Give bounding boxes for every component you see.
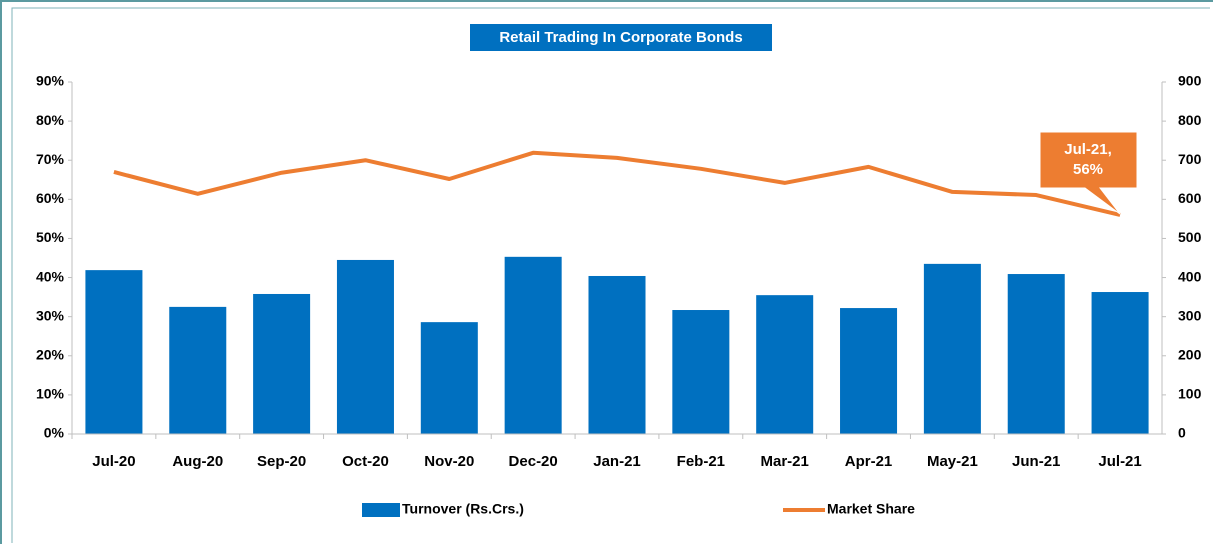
line <box>113 150 1121 217</box>
bar <box>1091 292 1149 434</box>
x-tick-label: Oct-20 <box>342 453 389 470</box>
bar <box>420 322 478 434</box>
bar <box>504 256 562 434</box>
y2-tick-label: 700 <box>1178 151 1202 167</box>
x-tick-label: Jul-20 <box>92 453 135 470</box>
y-tick-label: 50% <box>36 229 65 245</box>
y2-tick-label: 900 <box>1178 73 1202 89</box>
x-tick-label: Feb-21 <box>677 453 725 470</box>
legend-label: Market Share <box>827 501 915 517</box>
y-tick-label: 10% <box>36 386 65 402</box>
bar <box>169 306 227 434</box>
y-tick-label: 90% <box>36 73 65 89</box>
y-tick-label: 0% <box>44 425 65 441</box>
chart-title: Retail Trading In Corporate Bonds <box>499 29 742 46</box>
y2-tick-label: 500 <box>1178 229 1202 245</box>
x-tick-label: Mar-21 <box>761 453 809 470</box>
x-tick-label: Aug-20 <box>172 453 223 470</box>
bar <box>253 293 311 434</box>
legend-swatch <box>362 503 400 517</box>
x-tick-label: Apr-21 <box>845 453 893 470</box>
x-tick-label: Jan-21 <box>593 453 641 470</box>
bar <box>85 270 143 434</box>
x-tick-label: Sep-20 <box>257 453 306 470</box>
bar <box>756 295 814 434</box>
x-tick-label: Dec-20 <box>509 453 558 470</box>
y2-tick-label: 600 <box>1178 190 1202 206</box>
title-box <box>470 24 772 51</box>
bar <box>336 259 394 434</box>
y2-tick-label: 800 <box>1178 112 1202 128</box>
y2-tick-label: 400 <box>1178 268 1202 284</box>
annotation-text: 56% <box>1073 161 1103 178</box>
bar <box>923 263 981 434</box>
y2-tick-label: 100 <box>1178 386 1202 402</box>
bar <box>840 308 898 434</box>
annotation-text: Jul-21, <box>1064 141 1112 158</box>
y2-tick-label: 0 <box>1178 425 1186 441</box>
x-tick-label: Nov-20 <box>424 453 474 470</box>
plot: 0% 10% 20% 30% 40% 50% 60% 70% 80% 90% 0 100 200 300 4… <box>36 73 1202 470</box>
x-tick-label: Jun-21 <box>1012 453 1060 470</box>
x-tick-label: May-21 <box>927 453 978 470</box>
y-tick-label: 30% <box>36 307 65 323</box>
bar <box>588 275 646 434</box>
callout <box>1039 131 1138 215</box>
y-tick-label: 70% <box>36 151 65 167</box>
y-tick-label: 40% <box>36 268 65 284</box>
bar <box>672 310 730 434</box>
bar <box>1007 274 1065 434</box>
y-tick-label: 80% <box>36 112 65 128</box>
y2-tick-label: 300 <box>1178 307 1202 323</box>
legend-label: Turnover (Rs.Crs.) <box>402 501 524 517</box>
frame-inner <box>11 7 1210 543</box>
x-tick-label: Jul-21 <box>1098 453 1141 470</box>
y2-tick-label: 200 <box>1178 346 1202 362</box>
y-tick-label: 60% <box>36 190 65 206</box>
y-tick-label: 20% <box>36 346 65 362</box>
